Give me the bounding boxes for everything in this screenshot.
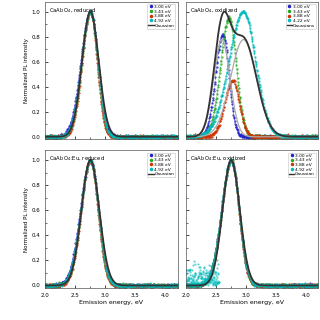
Text: CaAl$_2$O$_4$:Eu, reduced: CaAl$_2$O$_4$:Eu, reduced: [49, 155, 105, 163]
Legend: 3.00 eV, 3.43 eV, 3.88 eV, 4.92 eV, Gaussian: 3.00 eV, 3.43 eV, 3.88 eV, 4.92 eV, Gaus…: [147, 153, 175, 178]
X-axis label: Emission energy, eV: Emission energy, eV: [79, 300, 143, 305]
Legend: 3.00 eV, 3.43 eV, 3.88 eV, 4.92 eV, Gaussian: 3.00 eV, 3.43 eV, 3.88 eV, 4.92 eV, Gaus…: [147, 4, 175, 29]
Y-axis label: Normalized PL intensity: Normalized PL intensity: [24, 187, 29, 252]
Y-axis label: Normalized PL intensity: Normalized PL intensity: [24, 38, 29, 103]
X-axis label: Emission energy, eV: Emission energy, eV: [220, 300, 284, 305]
Legend: 3.00 eV, 3.43 eV, 3.88 eV, 4.22 eV, Gaussians: 3.00 eV, 3.43 eV, 3.88 eV, 4.22 eV, Gaus…: [286, 4, 316, 29]
Text: CaAl$_2$O$_4$, oxidized: CaAl$_2$O$_4$, oxidized: [189, 6, 237, 14]
Text: CaAl$_2$O$_4$:Eu, oxidized: CaAl$_2$O$_4$:Eu, oxidized: [189, 155, 246, 163]
Text: CaAl$_2$O$_4$, reduced: CaAl$_2$O$_4$, reduced: [49, 6, 96, 14]
Legend: 3.00 eV, 3.43 eV, 3.88 eV, 4.92 eV, Gaussian: 3.00 eV, 3.43 eV, 3.88 eV, 4.92 eV, Gaus…: [288, 153, 316, 178]
